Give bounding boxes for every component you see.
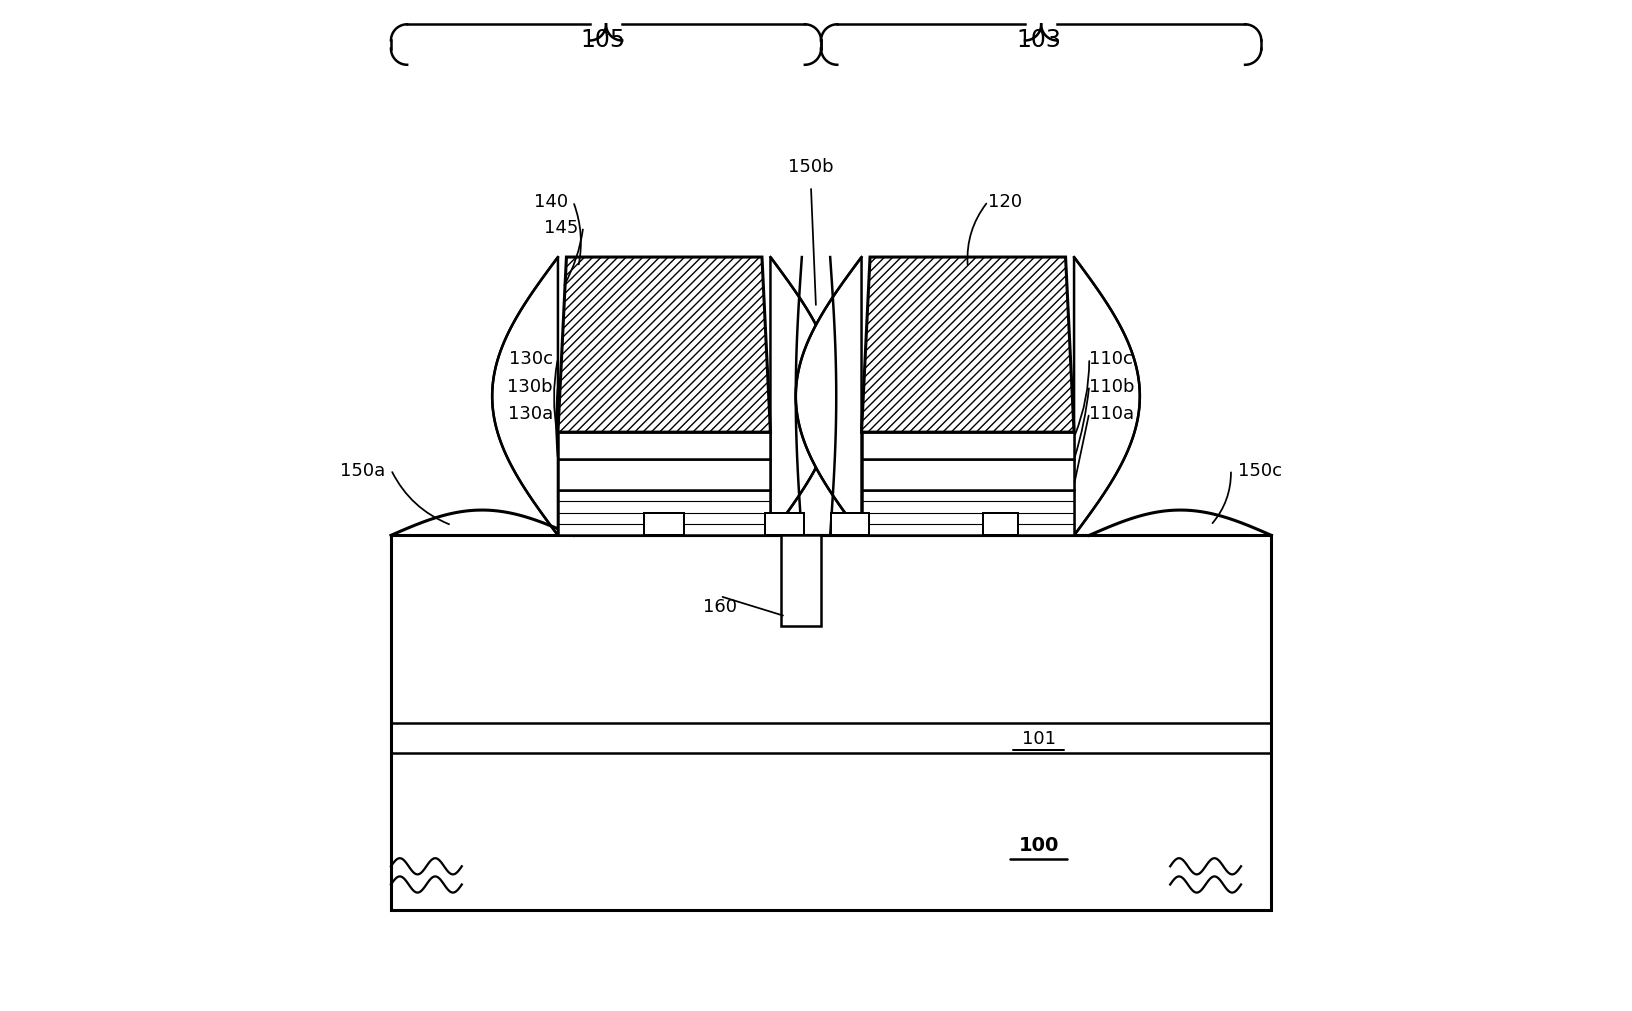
Text: 100: 100 [1018, 835, 1059, 853]
Polygon shape [862, 460, 1074, 490]
Text: 130a: 130a [508, 404, 553, 423]
Text: 160: 160 [703, 598, 738, 616]
Polygon shape [982, 514, 1018, 536]
Text: 110a: 110a [1089, 404, 1134, 423]
Text: 110c: 110c [1089, 350, 1133, 368]
Text: 110b: 110b [1089, 377, 1134, 395]
Polygon shape [645, 514, 684, 536]
Text: 101: 101 [1022, 729, 1056, 747]
Text: 120: 120 [987, 193, 1022, 211]
Text: 150a: 150a [341, 461, 385, 479]
Text: 150b: 150b [788, 158, 834, 176]
Polygon shape [862, 258, 1074, 433]
Polygon shape [831, 514, 868, 536]
Polygon shape [780, 536, 821, 627]
Polygon shape [770, 258, 836, 536]
Polygon shape [796, 258, 862, 536]
Polygon shape [558, 460, 770, 490]
Polygon shape [493, 258, 558, 536]
Text: 105: 105 [581, 28, 627, 53]
Polygon shape [862, 433, 1074, 460]
Polygon shape [558, 490, 770, 536]
Text: 130b: 130b [508, 377, 553, 395]
Text: 140: 140 [534, 193, 568, 211]
Polygon shape [392, 536, 1271, 910]
Polygon shape [558, 258, 770, 433]
Polygon shape [1074, 258, 1139, 536]
Text: 150c: 150c [1237, 461, 1281, 479]
Text: 130c: 130c [509, 350, 553, 368]
Polygon shape [862, 490, 1074, 536]
Polygon shape [558, 433, 770, 460]
Polygon shape [765, 514, 805, 536]
Text: 145: 145 [543, 218, 578, 237]
Text: 103: 103 [1017, 28, 1061, 53]
